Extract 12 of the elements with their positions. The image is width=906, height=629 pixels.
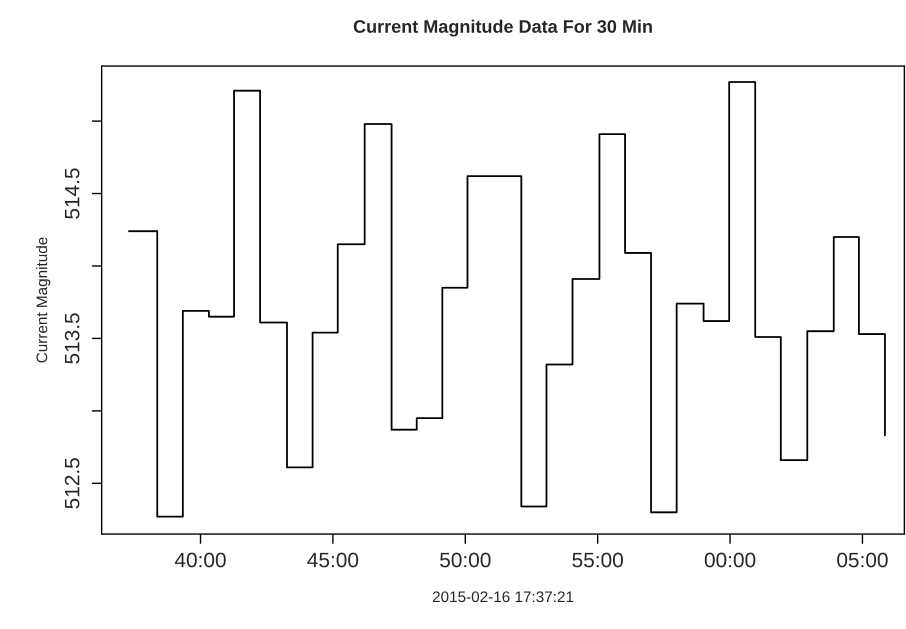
x-tick-label: 00:00 <box>704 552 756 568</box>
x-axis-title: 2015-02-16 17:37:21 <box>432 591 574 602</box>
chart-title: Current Magnitude Data For 30 Min <box>354 20 652 37</box>
y-tick-label: 512.5 <box>64 458 80 509</box>
x-tick-label: 50:00 <box>440 552 491 568</box>
y-tick-label: 513.5 <box>64 313 80 364</box>
y-axis-title: Current Magnitude <box>36 237 50 363</box>
x-tick-label: 05:00 <box>837 552 888 568</box>
x-tick-label: 55:00 <box>572 552 623 568</box>
x-tick-label: 45:00 <box>307 552 358 568</box>
x-tick-label: 40:00 <box>174 552 226 568</box>
y-tick-label: 514.5 <box>64 168 80 219</box>
